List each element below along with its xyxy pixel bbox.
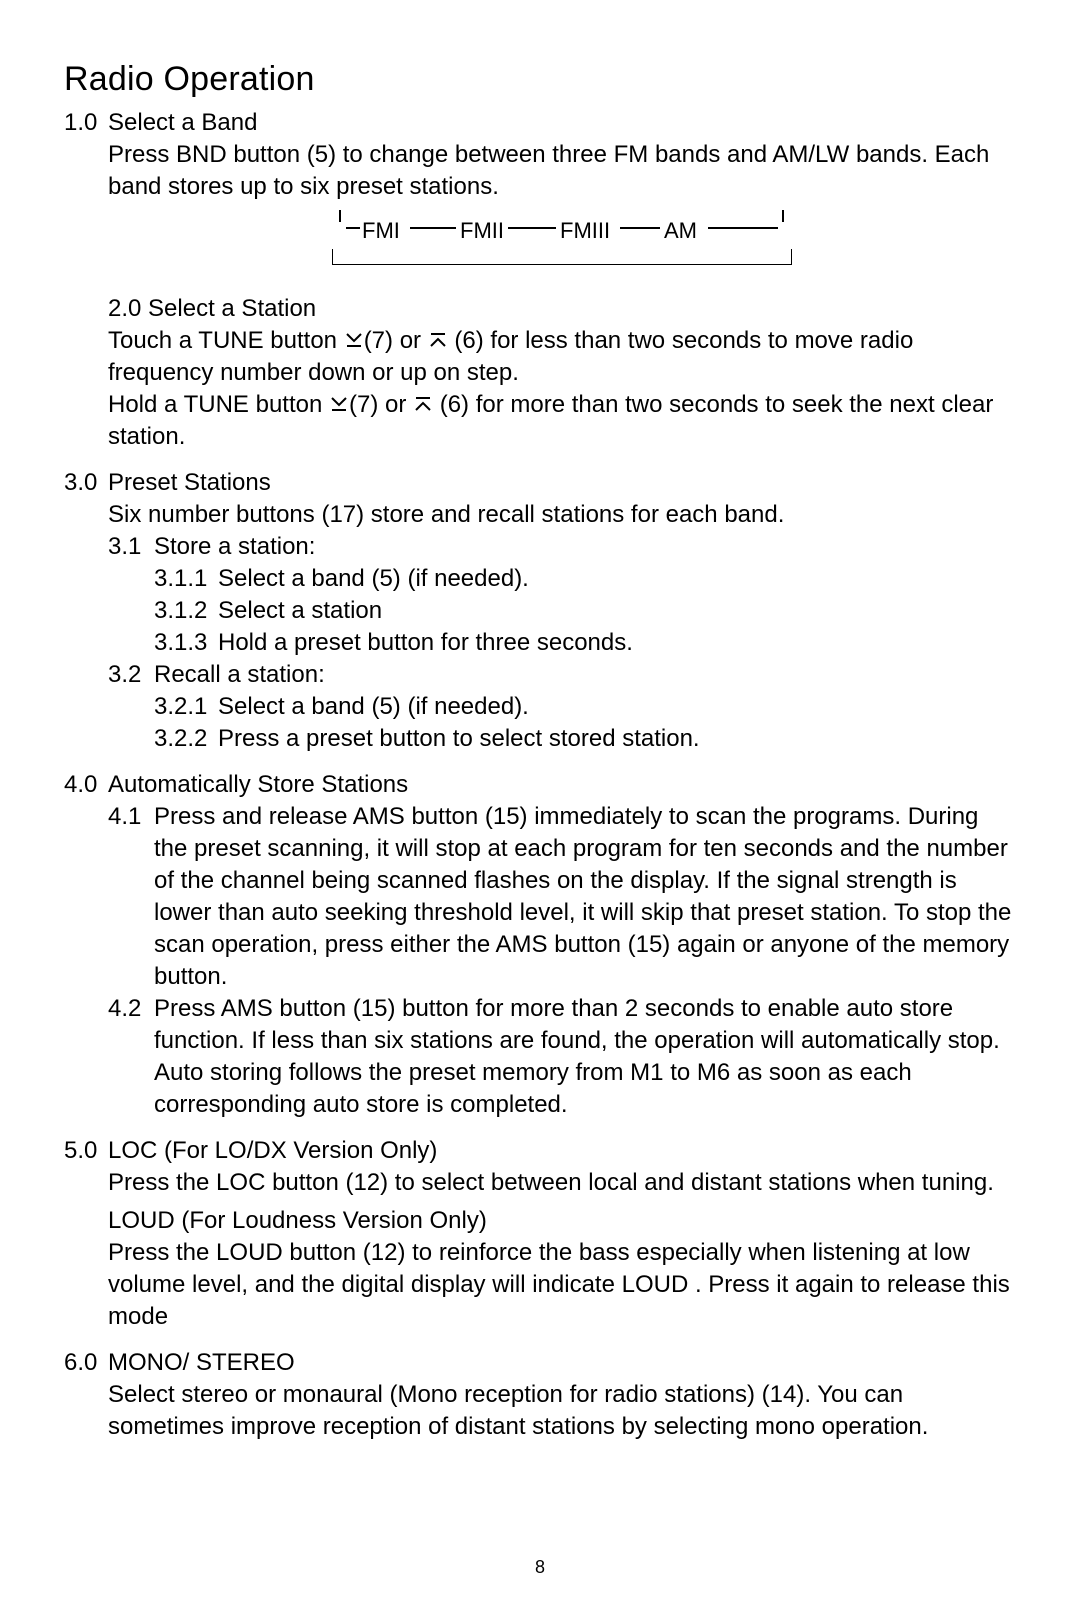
subsection-3-1: 3.1 Store a station: 3.1.1Select a band … xyxy=(108,531,1016,659)
page-number: 8 xyxy=(0,1557,1080,1578)
tune-down-icon xyxy=(329,394,349,414)
item-number: 3.1.1 xyxy=(154,563,218,595)
item-text: Select a station xyxy=(218,595,1016,627)
section-1: 1.0 Select a Band Press BND button (5) t… xyxy=(64,107,1016,265)
tune-up-icon xyxy=(428,330,448,350)
subsection-4-2: 4.2 Press AMS button (15) button for mor… xyxy=(108,993,1016,1121)
subsection-number: 3.1 xyxy=(108,531,154,563)
section-body: Select stereo or monaural (Mono receptio… xyxy=(108,1379,1016,1443)
section-body: Six number buttons (17) store and recall… xyxy=(108,499,1016,531)
section-heading: LOC (For LO/DX Version Only) xyxy=(108,1135,1016,1167)
section-body: Press BND button (5) to change between t… xyxy=(108,139,1016,203)
subsection-4-1: 4.1 Press and release AMS button (15) im… xyxy=(108,801,1016,993)
section-body: Press the LOC button (12) to select betw… xyxy=(108,1167,1016,1199)
section-2: 2.0 Select a Station Touch a TUNE button… xyxy=(64,293,1016,453)
section-number: 6.0 xyxy=(64,1347,108,1379)
section-heading: Automatically Store Stations xyxy=(108,769,1016,801)
section-5: 5.0 LOC (For LO/DX Version Only) Press t… xyxy=(64,1135,1016,1333)
section-6: 6.0 MONO/ STEREO Select stereo or monaur… xyxy=(64,1347,1016,1443)
item-number: 3.2.2 xyxy=(154,723,218,755)
item-number: 3.2.1 xyxy=(154,691,218,723)
section-heading: Select a Band xyxy=(108,107,1016,139)
section-number: 1.0 xyxy=(64,107,108,139)
band-cycle-diagram: FMI FMII FMIII AM xyxy=(332,209,792,265)
subsection-text: Press and release AMS button (15) immedi… xyxy=(154,801,1016,993)
section-number: 3.0 xyxy=(64,467,108,499)
item-text: Press a preset button to select stored s… xyxy=(218,723,1016,755)
section-number: 4.0 xyxy=(64,769,108,801)
page-title: Radio Operation xyxy=(64,60,1016,99)
subsection-number: 4.1 xyxy=(108,801,154,833)
tune-up-icon xyxy=(413,394,433,414)
item-text: Select a band (5) (if needed). xyxy=(218,691,1016,723)
section-heading: Preset Stations xyxy=(108,467,1016,499)
tune-down-icon xyxy=(344,330,364,350)
section-number-inline: 2.0 xyxy=(108,295,141,322)
section-heading: Select a Station xyxy=(148,295,316,322)
section-heading-2: LOUD (For Loudness Version Only) xyxy=(108,1205,1016,1237)
item-number: 3.1.3 xyxy=(154,627,218,659)
subsection-number: 3.2 xyxy=(108,659,154,691)
subsection-text: Press AMS button (15) button for more th… xyxy=(154,993,1016,1121)
section-4: 4.0 Automatically Store Stations 4.1 Pre… xyxy=(64,769,1016,1121)
item-text: Select a band (5) (if needed). xyxy=(218,563,1016,595)
subsection-heading: Store a station: xyxy=(154,531,1016,563)
item-number: 3.1.2 xyxy=(154,595,218,627)
section-body-2: Press the LOUD button (12) to reinforce … xyxy=(108,1237,1016,1333)
section-3: 3.0 Preset Stations Six number buttons (… xyxy=(64,467,1016,755)
item-text: Hold a preset button for three seconds. xyxy=(218,627,1016,659)
section-heading: MONO/ STEREO xyxy=(108,1347,1016,1379)
subsection-heading: Recall a station: xyxy=(154,659,1016,691)
section-number: 5.0 xyxy=(64,1135,108,1167)
section-body-line2: Hold a TUNE button (7) or (6) for more t… xyxy=(108,389,1016,453)
subsection-number: 4.2 xyxy=(108,993,154,1025)
subsection-3-2: 3.2 Recall a station: 3.2.1Select a band… xyxy=(108,659,1016,755)
section-body-line1: Touch a TUNE button (7) or (6) for less … xyxy=(108,325,1016,389)
